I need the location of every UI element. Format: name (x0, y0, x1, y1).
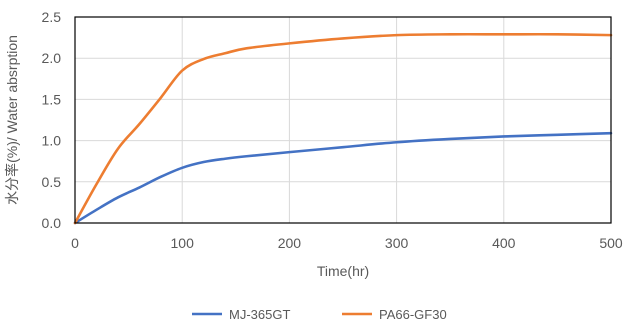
y-tick-label: 1.5 (42, 91, 62, 107)
y-tick-label: 0.5 (42, 174, 62, 190)
series-line-mj-365gt (73, 131, 613, 225)
tick-labels: 0 100 200 300 400 500 0.0 0.5 1.0 1.5 2.0 2.5 (42, 9, 623, 251)
x-tick-label: 300 (385, 235, 409, 251)
x-tick-label: 100 (171, 235, 195, 251)
plot-area-frame (74, 16, 612, 224)
legend: MJ-365GT PA66-GF30 (192, 307, 447, 322)
y-tick-label: 2.5 (42, 9, 62, 25)
legend-label-pa66-gf30: PA66-GF30 (379, 307, 447, 322)
y-tick-label: 2.0 (42, 50, 62, 66)
gridlines (75, 17, 611, 223)
x-tick-label: 200 (278, 235, 302, 251)
x-tick-label: 0 (71, 235, 79, 251)
legend-label-mj-365gt: MJ-365GT (229, 307, 290, 322)
x-tick-label: 400 (492, 235, 516, 251)
series-lines (73, 32, 613, 225)
x-tick-label: 500 (599, 235, 623, 251)
y-tick-label: 1.0 (42, 133, 62, 149)
x-axis-label: Time(hr) (317, 263, 369, 279)
y-tick-label: 0.0 (42, 215, 62, 231)
y-axis-label: 水分率(%)/ Water absrption (4, 35, 20, 205)
series-line-pa66-gf30 (73, 32, 613, 225)
